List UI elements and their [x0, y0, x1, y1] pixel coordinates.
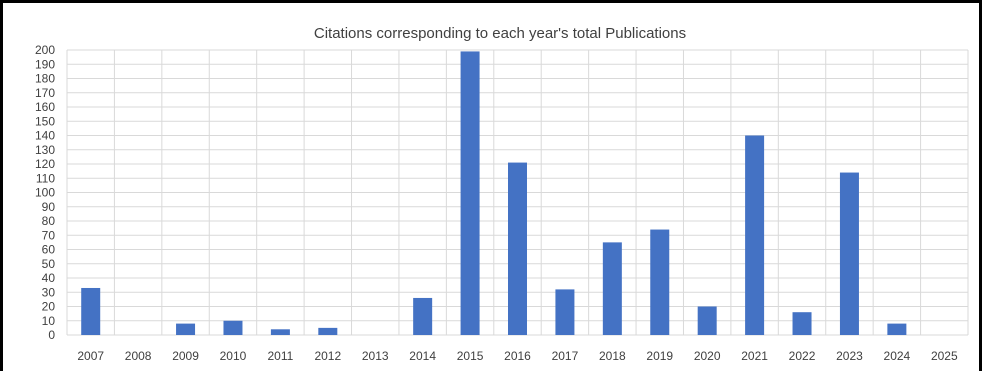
y-tick-label: 80 [42, 214, 56, 228]
y-tick-label: 140 [35, 129, 55, 143]
y-tick-label: 190 [35, 57, 55, 71]
x-tick-label: 2017 [552, 349, 579, 363]
y-tick-label: 90 [42, 200, 56, 214]
x-tick-label: 2009 [172, 349, 199, 363]
bar-2019 [650, 229, 670, 335]
bar-2021 [745, 135, 765, 335]
x-tick-label: 2020 [694, 349, 721, 363]
y-tick-label: 30 [42, 285, 56, 299]
x-tick-label: 2021 [741, 349, 768, 363]
x-tick-label: 2010 [220, 349, 247, 363]
x-tick-label: 2018 [599, 349, 626, 363]
bar-2010 [223, 320, 243, 335]
x-tick-label: 2019 [646, 349, 673, 363]
y-tick-label: 20 [42, 300, 56, 314]
y-tick-label: 70 [42, 228, 56, 242]
y-axis-ticks: 0102030405060708090100110120130140150160… [35, 43, 55, 342]
x-tick-label: 2013 [362, 349, 389, 363]
bar-2015 [460, 51, 480, 336]
y-tick-label: 10 [42, 314, 56, 328]
bar-2007 [81, 287, 101, 335]
x-tick-label: 2023 [836, 349, 863, 363]
x-tick-label: 2007 [77, 349, 104, 363]
bar-2012 [318, 327, 338, 335]
x-tick-label: 2012 [314, 349, 341, 363]
x-tick-label: 2024 [884, 349, 911, 363]
bar-2011 [270, 329, 290, 335]
bar-2022 [792, 312, 812, 335]
y-tick-label: 160 [35, 100, 55, 114]
bar-2014 [413, 297, 433, 335]
x-axis-ticks: 2007 2008 2009 2010 2011 2012 2013 2014 2015 2016… [77, 349, 958, 363]
x-tick-label: 2008 [125, 349, 152, 363]
y-tick-label: 110 [36, 171, 55, 185]
y-tick-label: 60 [42, 243, 56, 257]
y-tick-label: 40 [42, 271, 56, 285]
y-tick-label: 150 [35, 114, 55, 128]
y-tick-label: 180 [35, 72, 55, 86]
x-tick-label: 2011 [267, 349, 293, 363]
y-tick-label: 50 [42, 257, 56, 271]
x-tick-label: 2022 [789, 349, 816, 363]
y-tick-label: 0 [48, 328, 55, 342]
y-tick-label: 170 [35, 86, 55, 100]
y-tick-label: 100 [35, 186, 55, 200]
x-tick-label: 2014 [409, 349, 436, 363]
bar-2023 [839, 172, 859, 335]
x-tick-label: 2015 [457, 349, 484, 363]
y-tick-label: 200 [35, 43, 55, 57]
bars [81, 51, 907, 336]
x-tick-label: 2016 [504, 349, 531, 363]
bar-2009 [176, 323, 196, 335]
y-tick-label: 130 [35, 143, 55, 157]
bar-2020 [697, 306, 717, 335]
chart-title: Citations corresponding to each year's t… [314, 25, 686, 42]
bar-2017 [555, 289, 575, 335]
x-tick-label: 2025 [931, 349, 958, 363]
y-tick-label: 120 [35, 157, 55, 171]
bar-2024 [887, 323, 907, 335]
bar-2016 [508, 162, 527, 335]
bar-2018 [602, 242, 622, 335]
